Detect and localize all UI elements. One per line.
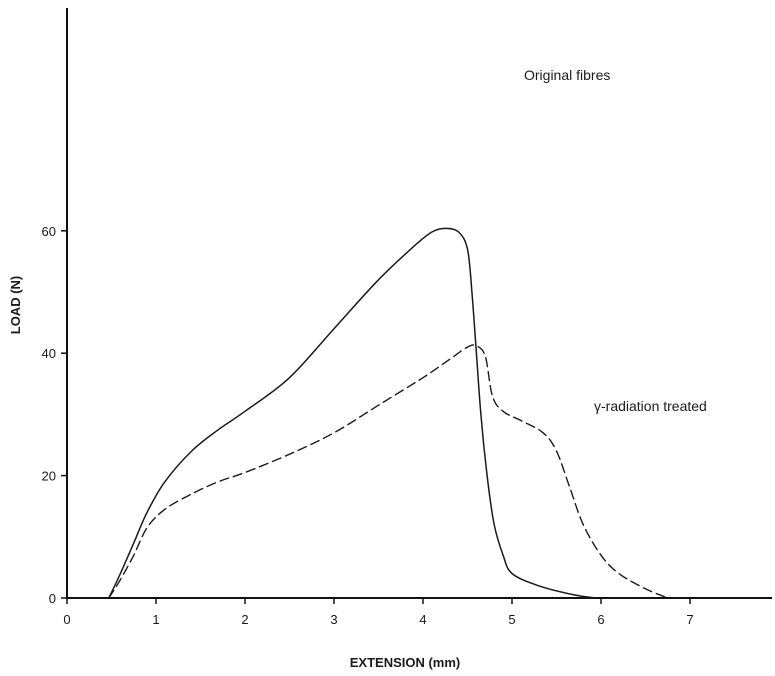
series-line-original-fibres	[108, 227, 598, 599]
x-tick-label: 0	[63, 612, 70, 627]
chart-axes	[66, 8, 772, 599]
y-tick-label: 20	[42, 469, 56, 484]
x-axis-ticks: 0 1 2 3 4 5 6 7	[63, 598, 694, 627]
y-axis-ticks: 0 20 40 60	[42, 224, 67, 606]
x-tick-label: 7	[686, 612, 693, 627]
series-label-gamma-radiation-treated: γ-radiation treated	[594, 398, 707, 414]
x-tick-label: 4	[419, 612, 426, 627]
x-tick-label: 5	[508, 612, 515, 627]
x-tick-label: 6	[597, 612, 604, 627]
y-tick-label: 40	[42, 346, 56, 361]
series-layer	[108, 227, 669, 599]
x-tick-label: 2	[241, 612, 248, 627]
x-tick-label: 3	[330, 612, 337, 627]
series-label-original-fibres: Original fibres	[524, 67, 610, 83]
series-line-gamma-radiation-treated	[108, 344, 669, 599]
y-axis-title: LOAD (N)	[8, 276, 23, 335]
y-tick-label: 60	[42, 224, 56, 239]
y-tick-label: 0	[49, 591, 56, 606]
x-axis-title: EXTENSION (mm)	[350, 655, 461, 670]
x-tick-label: 1	[152, 612, 159, 627]
annotation-layer: Original fibres γ-radiation treated	[524, 67, 707, 414]
